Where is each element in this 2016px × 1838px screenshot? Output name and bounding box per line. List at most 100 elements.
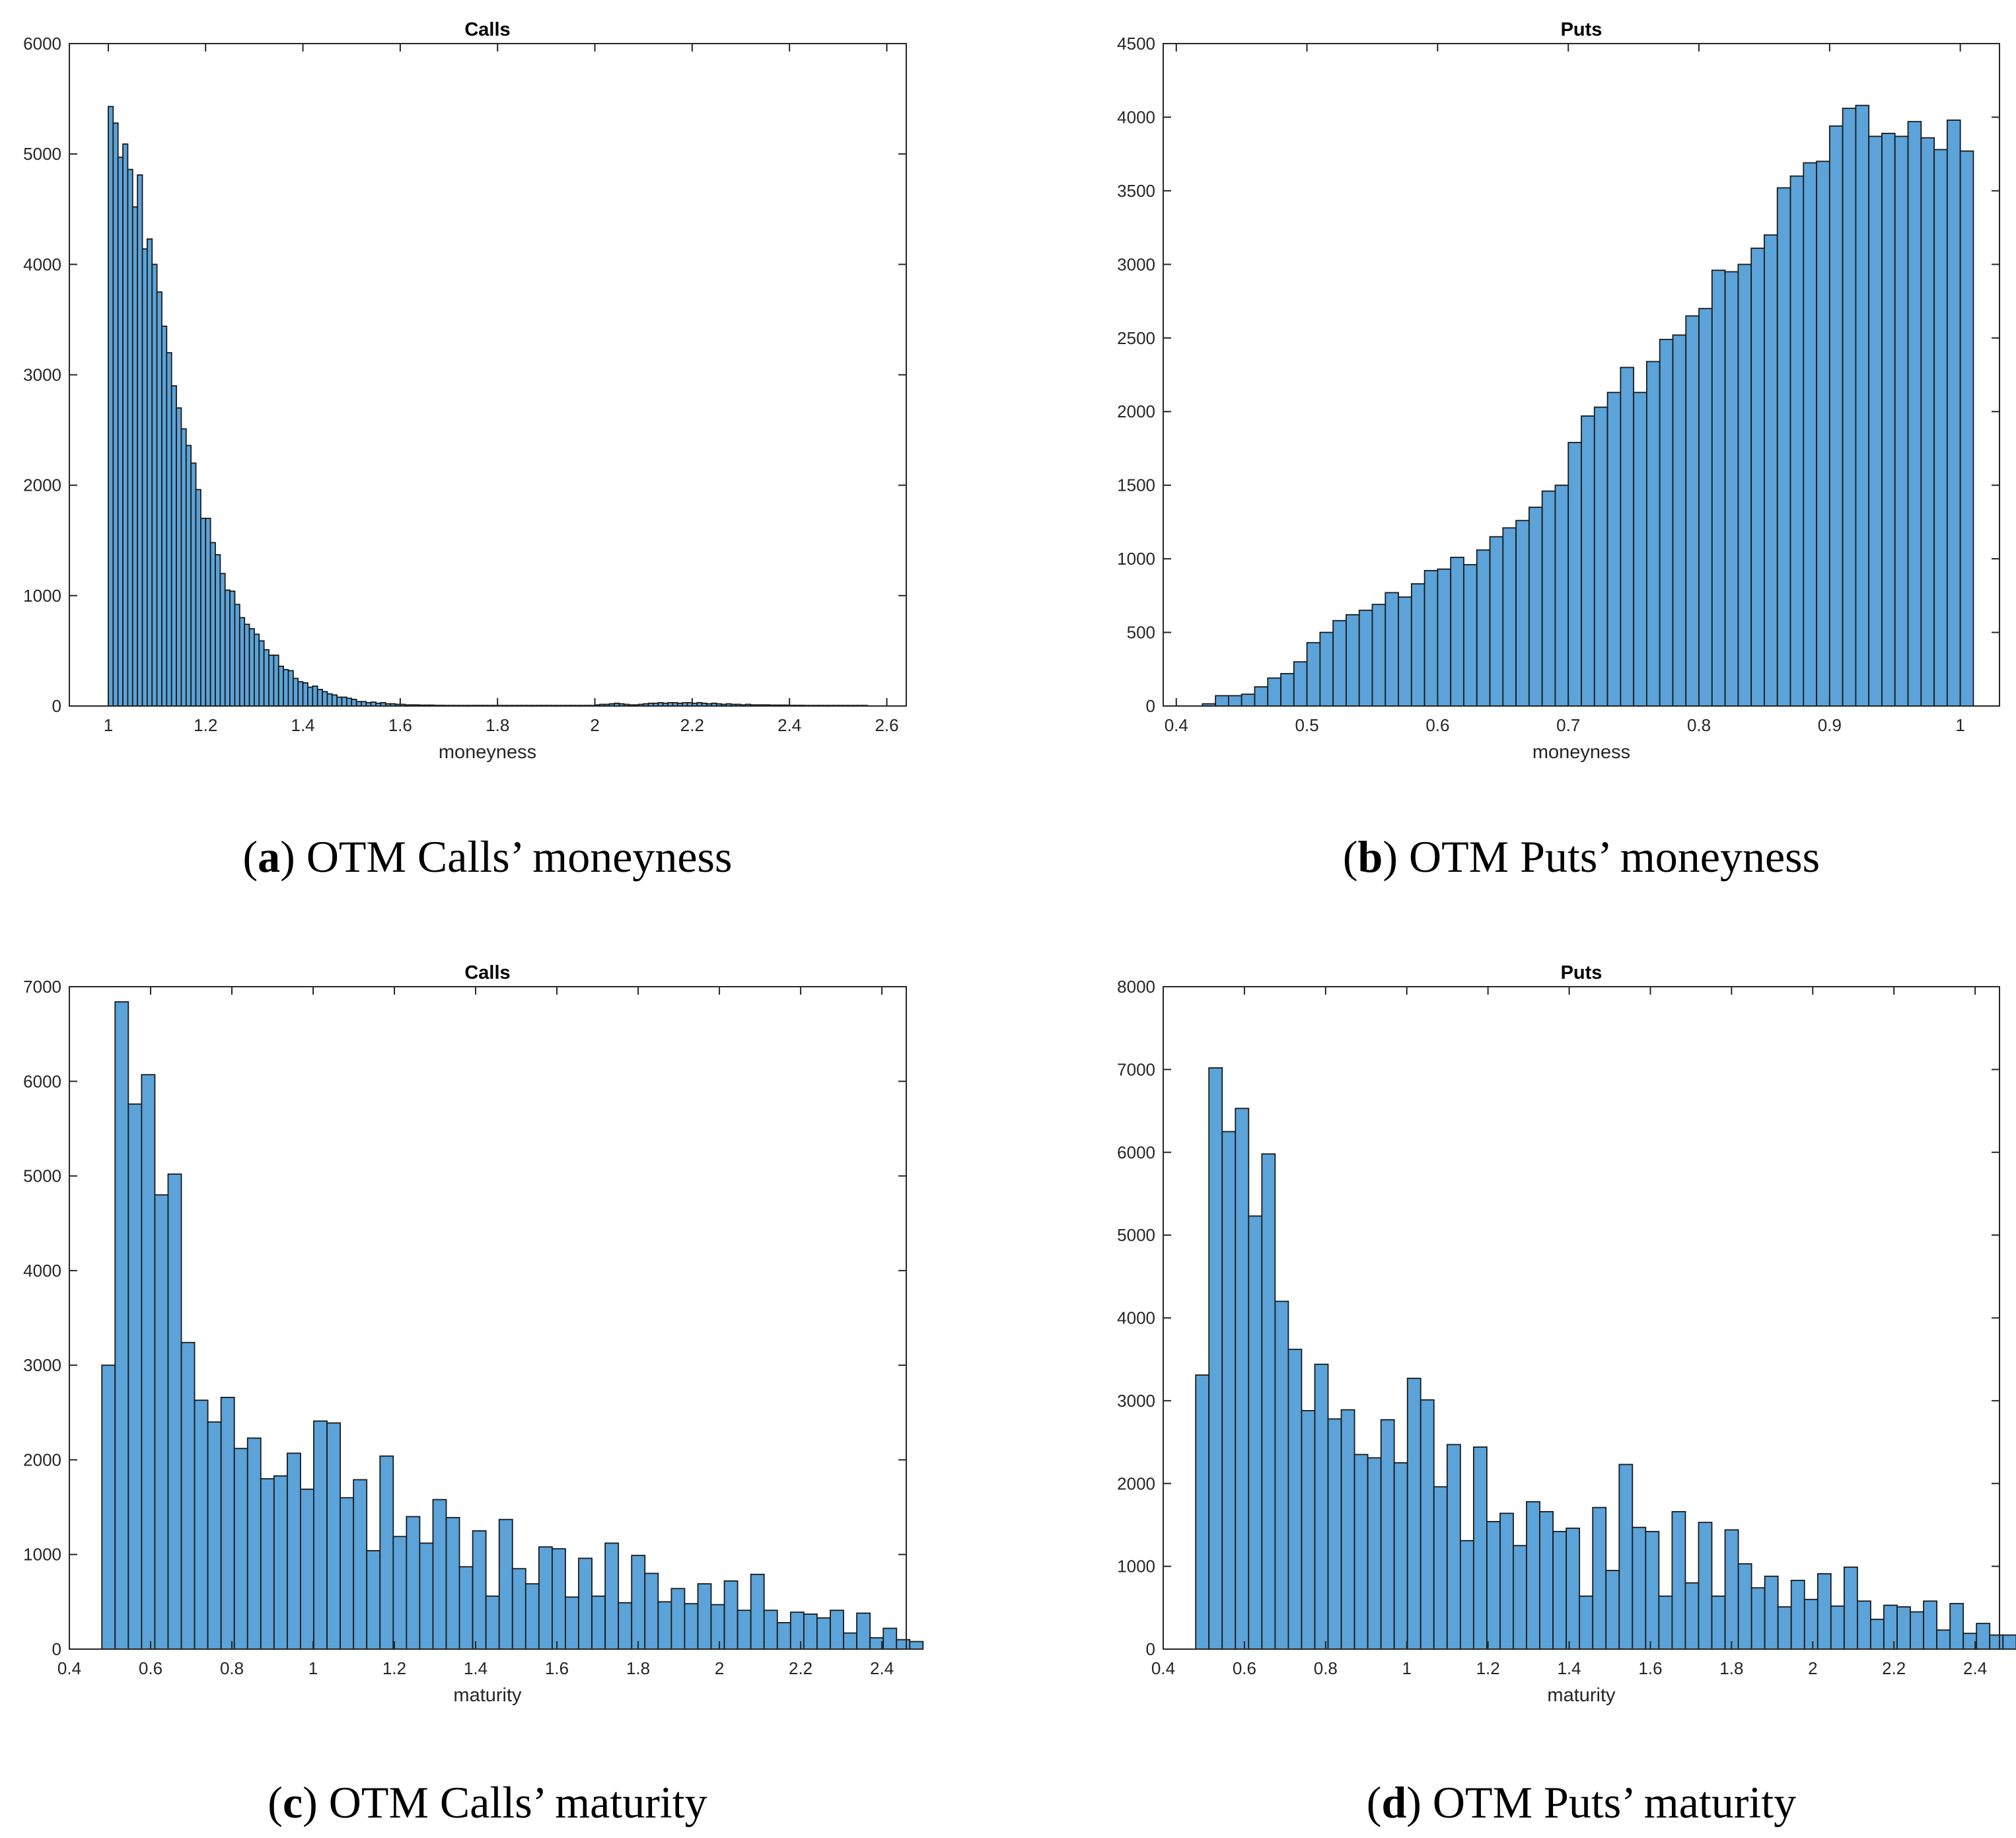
histogram-bar [1790,1580,1805,1650]
histogram-bar [1632,1526,1647,1650]
y-tick-label: 2000 [23,1450,61,1469]
caption-text: OTM Puts’ maturity [1432,1777,1797,1827]
x-tick-label: 0.6 [1233,1658,1256,1678]
y-tick-label: 6000 [23,34,61,53]
histogram-bar [1367,1457,1382,1650]
histogram-bar [1896,1606,1911,1650]
x-tick-label: 0.8 [1687,715,1711,735]
histogram-bar [1287,1349,1303,1650]
y-tick-label: 500 [1127,623,1155,643]
histogram-bar [1446,1444,1461,1650]
x-tick-label: 0.7 [1556,715,1580,735]
y-tick-label: 1000 [1117,549,1155,569]
x-tick-label: 2.6 [875,715,898,735]
x-tick-label: 0.8 [1314,1658,1338,1678]
x-tick-label: 1.6 [388,715,412,735]
histogram-bar [1910,1611,1924,1650]
histogram-bar [1393,1462,1408,1650]
x-tick-label: 1.4 [1557,1658,1581,1678]
histogram-bar [1513,1545,1527,1650]
histogram-bar [909,1641,924,1650]
y-tick-label: 1000 [1117,1557,1155,1576]
plot-frame [69,986,907,1650]
axis-ticks: 0.4 0.6 0.8 1 1.2 1.4 1.6 1.8 2 2.2 2.4 0 1000 2000 30… [23,977,907,1678]
y-tick-label: 6000 [23,1071,61,1091]
histogram-bar [1552,1531,1567,1650]
histogram-bar [1248,1215,1263,1650]
x-tick-label: 1 [1402,1658,1412,1678]
histogram-bar [1406,1378,1422,1650]
histogram-bar [1235,1108,1250,1650]
plot-frame [1163,986,2000,1650]
histogram-bar [1486,1521,1501,1650]
histogram-bar [1340,1409,1355,1650]
histogram-bar [1936,1629,1951,1650]
histogram-bar [1539,1510,1554,1650]
histogram-bar [1843,1566,1858,1650]
x-tick-label: 0.4 [1165,715,1188,735]
y-tick-label: 3000 [23,365,61,385]
y-tick-label: 2000 [1117,1473,1155,1493]
histogram-bar [1671,1510,1686,1650]
y-tick-label: 3500 [1117,181,1155,201]
histogram-bar [1472,1446,1488,1650]
y-tick-label: 2000 [1117,402,1155,421]
x-tick-label: 2.2 [1882,1658,1906,1678]
x-tick-label: 2 [715,1658,724,1678]
caption-c: (c) OTM Calls’ maturity [268,1777,707,1827]
x-tick-label: 1.4 [464,1658,487,1678]
histogram-bar [1684,1582,1700,1650]
x-tick-label: 1.8 [1719,1658,1743,1678]
histogram-bar [1764,1575,1779,1650]
histogram-bar [1711,1595,1726,1650]
x-tick-label: 2 [590,715,599,735]
caption-label: b [1357,831,1383,882]
caption-text: OTM Calls’ moneyness [306,831,733,882]
y-tick-label: 4000 [1117,1308,1155,1328]
axis-ticks: 0.4 0.5 0.6 0.7 0.8 0.9 1 0 500 1000 1500 2000 2500 3… [1117,34,2000,735]
y-tick-label: 7000 [23,977,61,997]
y-tick-label: 0 [52,696,61,716]
x-tick-label: 0.6 [139,1658,162,1678]
x-tick-label: 1.6 [1638,1658,1662,1678]
y-tick-label: 3000 [1117,254,1155,274]
x-tick-label: 1.4 [291,715,315,735]
histogram-bar [1274,1300,1289,1650]
caption-label: d [1381,1777,1407,1827]
histogram-bar [1724,1529,1739,1650]
histogram-bar [1605,1569,1620,1650]
histogram-bar [1976,1623,1991,1650]
caption-label: c [282,1777,303,1827]
histogram-bar [1592,1506,1607,1650]
plot-frame [1163,43,2000,707]
x-tick-label: 0.4 [57,1658,81,1678]
histogram-bar [1618,1464,1634,1650]
chart-title: Calls [464,19,510,40]
x-tick-label: 1.2 [382,1658,406,1678]
chart-title: Puts [1561,19,1602,40]
y-tick-label: 8000 [1117,977,1155,997]
x-tick-label: 0.9 [1818,715,1842,735]
axis-ticks: 1 1.2 1.4 1.6 1.8 2 2.2 2.4 2.6 0 1000 2000 3000 4000… [23,34,907,735]
caption-d: (d) OTM Puts’ maturity [1366,1777,1797,1827]
histogram-bar [1923,1600,1938,1650]
histogram-bar [1883,1604,1898,1650]
y-tick-label: 3000 [23,1355,61,1375]
y-tick-label: 1500 [1117,476,1155,495]
chart-title: Puts [1561,962,1602,983]
histogram-bar [1949,1603,1964,1650]
x-axis-label: maturity [453,1685,522,1706]
histogram-bar [1314,1363,1329,1650]
y-tick-label: 5000 [23,144,61,164]
histogram-bar [1750,1587,1766,1650]
histogram-bar [1803,1598,1818,1650]
x-tick-label: 2.2 [680,715,704,735]
histogram-bar [1830,1605,1845,1650]
y-tick-label: 3000 [1117,1391,1155,1411]
y-tick-label: 5000 [1117,1225,1155,1245]
histogram-bar [1658,1595,1673,1650]
chart-title: Calls [464,962,510,983]
